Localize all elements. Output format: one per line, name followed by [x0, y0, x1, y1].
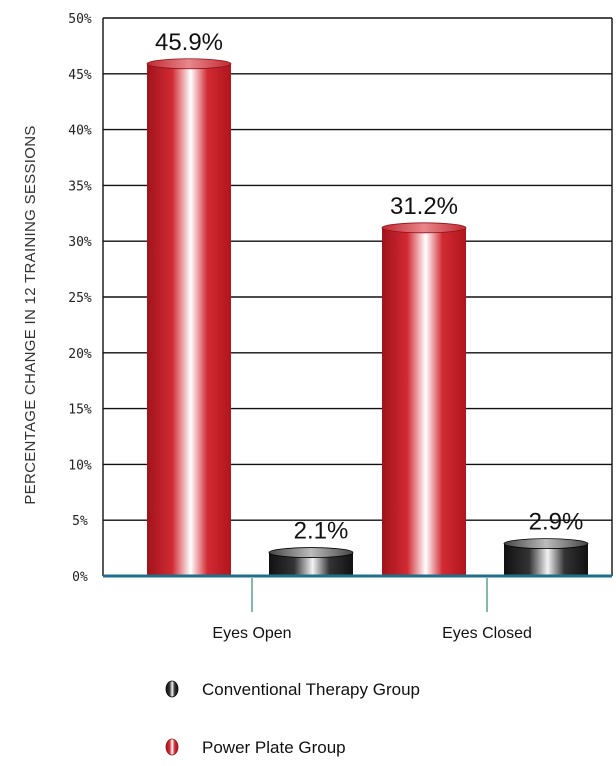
data-label: 45.9%	[155, 29, 223, 56]
category-label: Eyes Closed	[442, 625, 532, 642]
legend: Conventional Therapy Group Power Plate Gr…	[165, 680, 420, 757]
y-tick-label: 35%	[68, 179, 92, 194]
legend-swatch	[165, 738, 179, 756]
bar-cap	[381, 222, 467, 234]
y-tick-label: 20%	[68, 347, 92, 362]
bar-cap	[503, 538, 589, 550]
y-axis-label: PERCENTAGE CHANGE IN 12 TRAINING SESSION…	[22, 125, 39, 504]
bar	[382, 227, 466, 577]
legend-label: Power Plate Group	[202, 738, 346, 757]
y-tick-label: 50%	[68, 12, 92, 27]
category-label: Eyes Open	[212, 625, 291, 642]
y-tick-label: 45%	[68, 68, 92, 83]
data-label: 2.9%	[529, 509, 584, 536]
category-labels: Eyes Open Eyes Closed	[212, 578, 532, 642]
y-tick-label: 40%	[68, 124, 92, 139]
bar	[269, 552, 353, 576]
y-tick-label: 30%	[68, 235, 92, 250]
data-label: 2.1%	[294, 518, 349, 545]
data-label: 31.2%	[390, 193, 458, 220]
legend-label: Conventional Therapy Group	[202, 680, 420, 699]
y-tick-label: 0%	[72, 570, 88, 585]
y-tick-label: 25%	[68, 291, 92, 306]
y-tick-label: 5%	[72, 514, 88, 529]
bar-cap	[146, 58, 232, 70]
legend-swatch	[165, 680, 179, 698]
y-tick-label: 10%	[68, 458, 92, 473]
y-tick-labels: 0% 5% 10% 15% 20% 25% 30% 35% 40% 45% 50%	[68, 12, 92, 585]
y-tick-label: 15%	[68, 403, 92, 418]
bars: 45.9% 2.1% 31.2% 2.9%	[146, 29, 589, 577]
bar	[147, 63, 231, 577]
bar-cap	[268, 547, 354, 558]
